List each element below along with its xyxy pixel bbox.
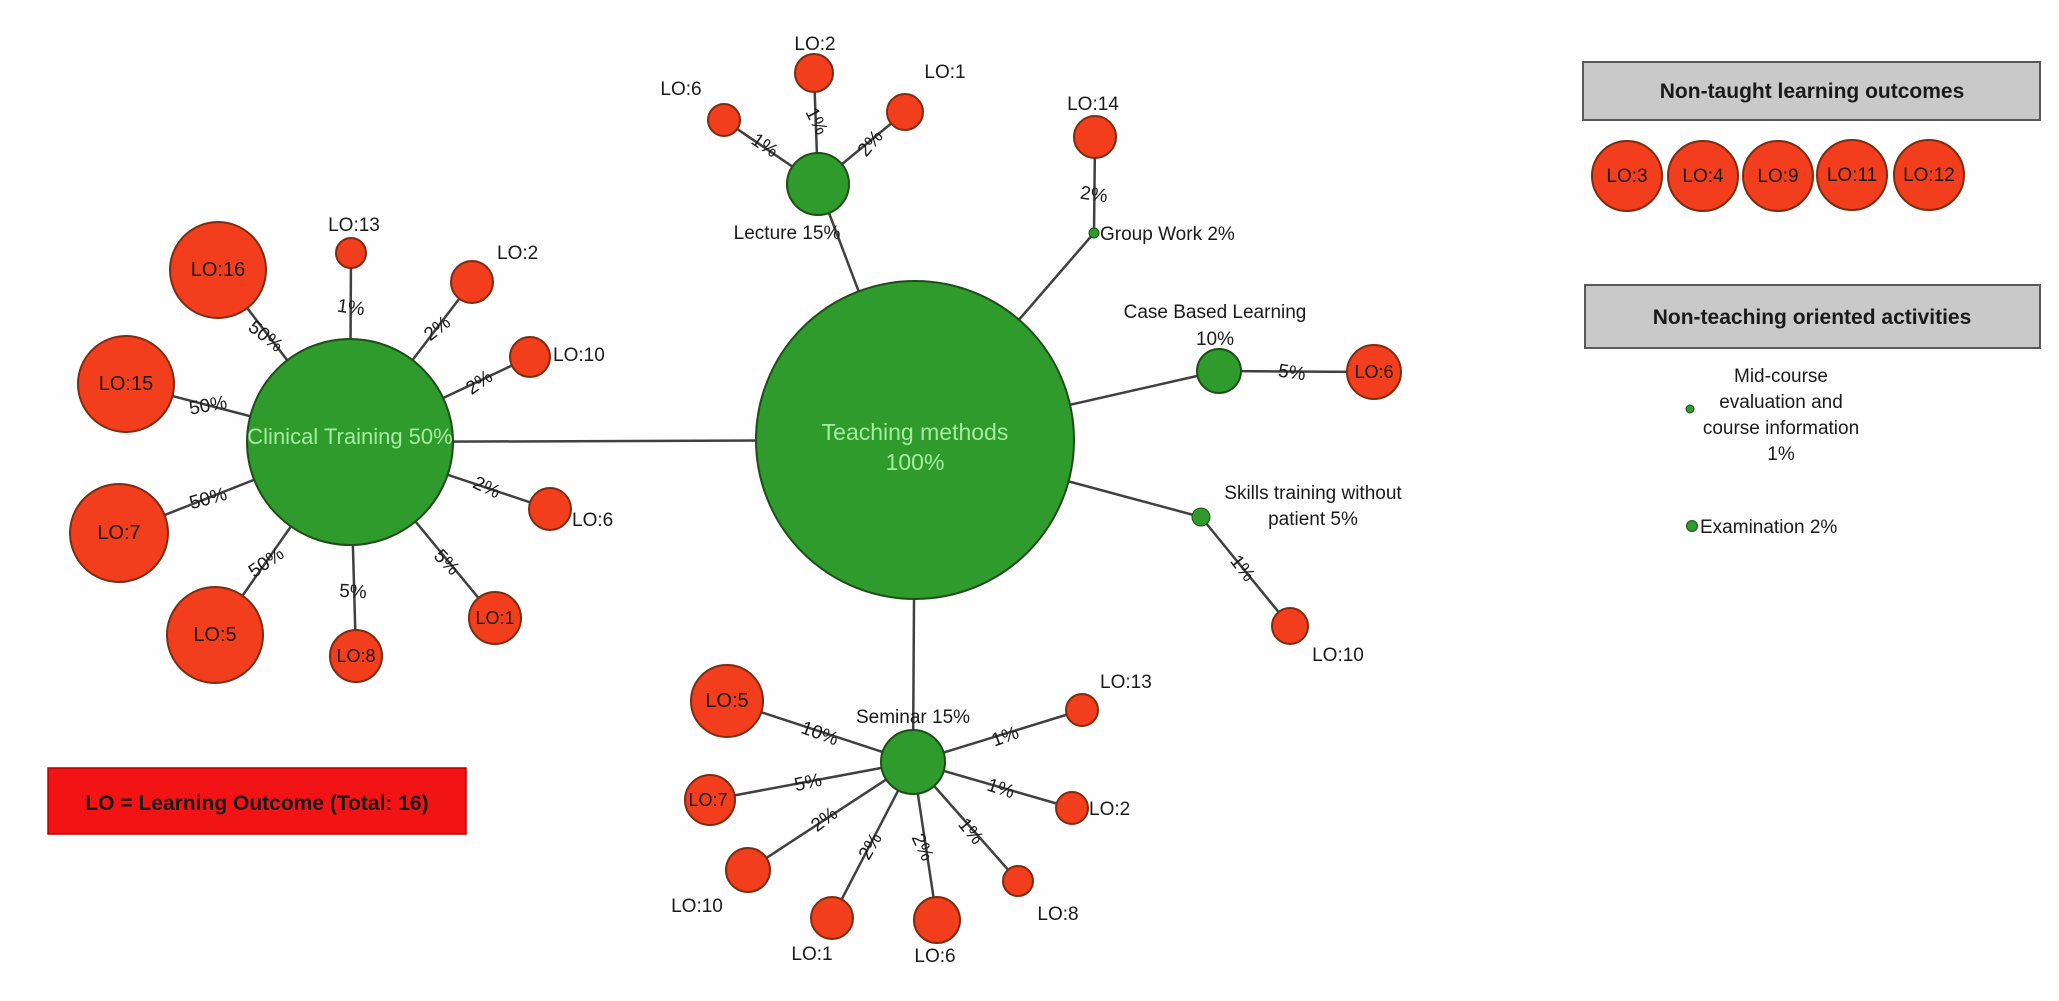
activity-dot-mid-course-evaluation — [1685, 404, 1695, 414]
label-lo2-lec: LO:2 — [794, 34, 835, 55]
node-skills-dot — [1191, 507, 1211, 527]
edge-skills-dot-lo10-st — [1200, 516, 1291, 627]
label-lo8-ct: LO:8 — [336, 646, 375, 666]
node-lo12-nt — [1893, 139, 1965, 211]
node-groupwork-dot — [1088, 227, 1100, 239]
activity-text-mid-course-evaluation-line4: 1% — [1767, 444, 1795, 465]
node-lo2-lec — [794, 53, 834, 93]
label-lo9-nt: LO:9 — [1757, 166, 1798, 187]
edge-label-groupwork-dot-lo14-gw: 2% — [1079, 183, 1109, 208]
label-skills-dot-line2: patient 5% — [1268, 509, 1358, 530]
node-lo1-sem — [810, 896, 854, 940]
label-lo2-ct: LO:2 — [497, 243, 538, 264]
node-lo4-nt — [1667, 140, 1739, 212]
node-lo13-sem — [1065, 693, 1099, 727]
node-lo10-sem — [725, 847, 771, 893]
node-lo1-ct — [468, 591, 522, 645]
node-lo9-nt — [1742, 140, 1814, 212]
label-lo5-sem: LO:5 — [705, 690, 748, 712]
activity-dot-examination — [1686, 520, 1698, 532]
label-lo6-cbl: LO:6 — [1354, 362, 1393, 382]
node-casebased — [1196, 348, 1242, 394]
node-lo7-sem — [684, 774, 736, 826]
node-lecture — [786, 152, 850, 216]
label-teaching-line2: 100% — [886, 449, 945, 475]
label-lo6-ct: LO:6 — [572, 510, 613, 531]
node-lo1-lec — [886, 93, 924, 131]
edge-label-clinical-lo13-ct: 1% — [336, 296, 366, 321]
label-lecture: Lecture 15% — [734, 223, 841, 244]
label-lo1-sem: LO:1 — [791, 944, 832, 965]
label-lo6-sem: LO:6 — [914, 946, 955, 967]
label-skills-dot-line1: Skills training without — [1224, 483, 1402, 504]
panel-title-non-teaching: Non-teaching oriented activities — [1653, 306, 1972, 329]
activity-text-examination: Examination 2% — [1700, 517, 1837, 538]
label-lo2-sem: LO:2 — [1089, 799, 1130, 820]
label-lo13-ct: LO:13 — [328, 215, 380, 236]
node-labels-layer: Teaching methods 100% Clinical Training 50… — [97, 34, 1955, 967]
panels-layer: LO = Learning Outcome (Total: 16) Non-tau… — [47, 61, 2041, 835]
label-lo1-ct: LO:1 — [475, 608, 514, 628]
label-teaching-line1: Teaching methods — [822, 419, 1009, 445]
activity-text-mid-course-evaluation-line1: Mid-course — [1734, 366, 1828, 387]
label-groupwork-dot: Group Work 2% — [1100, 224, 1235, 245]
label-lo13-sem: LO:13 — [1100, 672, 1152, 693]
label-lo8-sem: LO:8 — [1037, 904, 1078, 925]
label-lo10-sem: LO:10 — [671, 896, 723, 917]
label-lo15-ct: LO:15 — [99, 373, 153, 395]
label-lo10-ct: LO:10 — [553, 345, 605, 366]
node-teaching — [755, 280, 1075, 600]
activity-text-mid-course-evaluation-line2: evaluation and — [1719, 392, 1843, 413]
label-lo6-lec: LO:6 — [660, 79, 701, 100]
node-lo6-lec — [707, 103, 741, 137]
label-lo16-ct: LO:16 — [191, 259, 245, 281]
label-lo11-nt: LO:11 — [1827, 165, 1877, 186]
label-lo4-nt: LO:4 — [1682, 166, 1724, 187]
node-lo10-ct — [509, 336, 551, 378]
label-lo12-nt: LO:12 — [1903, 165, 1955, 186]
panel-box-non-taught — [1582, 61, 2041, 121]
node-seminar — [880, 729, 946, 795]
label-lo1-lec: LO:1 — [924, 62, 965, 83]
node-lo5-ct — [166, 586, 264, 684]
panel-box-non-teaching — [1584, 284, 2041, 349]
edge-label-clinical-lo8-ct: 5% — [339, 581, 368, 603]
node-lo2-sem — [1055, 791, 1089, 825]
legend-text: LO = Learning Outcome (Total: 16) — [85, 792, 428, 815]
panel-title-non-taught: Non-taught learning outcomes — [1660, 80, 1965, 103]
activity-text-mid-course-evaluation-line3: course information — [1703, 418, 1859, 439]
label-seminar: Seminar 15% — [856, 707, 970, 728]
node-lo15-ct — [77, 335, 175, 433]
node-lo2-ct — [450, 260, 494, 304]
label-lo14-gw: LO:14 — [1067, 94, 1119, 115]
label-clinical: Clinical Training 50% — [247, 424, 452, 449]
node-lo8-sem — [1002, 865, 1034, 897]
node-lo14-gw — [1073, 115, 1117, 159]
label-casebased-line2: 10% — [1196, 329, 1234, 350]
node-lo3-nt — [1591, 140, 1663, 212]
node-lo13-ct — [335, 237, 367, 269]
node-lo10-st — [1271, 607, 1309, 645]
label-lo3-nt: LO:3 — [1606, 166, 1647, 187]
legend-box — [47, 767, 467, 835]
node-lo11-nt — [1816, 139, 1888, 211]
edge-seminar-lo7-sem — [709, 760, 914, 802]
node-lo16-ct — [169, 221, 267, 319]
node-lo6-ct — [528, 487, 572, 531]
node-lo8-ct — [329, 629, 383, 683]
node-lo6-cbl — [1346, 344, 1402, 400]
node-lo5-sem — [690, 664, 764, 738]
label-lo7-ct: LO:7 — [97, 522, 140, 544]
node-lo6-sem — [913, 896, 961, 944]
label-lo7-sem: LO:7 — [688, 790, 727, 810]
label-casebased-line1: Case Based Learning — [1124, 302, 1307, 323]
label-lo5-ct: LO:5 — [193, 624, 236, 646]
node-lo7-ct — [69, 483, 169, 583]
edge-label-casebased-lo6-cbl: 5% — [1277, 361, 1307, 386]
node-clinical — [246, 338, 454, 546]
nodes-layer — [69, 53, 1965, 944]
label-lo10-st: LO:10 — [1312, 645, 1364, 666]
